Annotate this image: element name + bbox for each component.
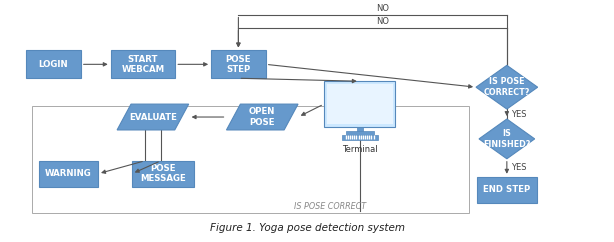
FancyBboxPatch shape [346,131,373,135]
Text: Figure 1. Yoga pose detection system: Figure 1. Yoga pose detection system [209,223,405,233]
Polygon shape [476,65,538,109]
Text: EVALUATE: EVALUATE [129,113,177,121]
Text: IS POSE
CORRECT?: IS POSE CORRECT? [484,77,530,97]
Text: POSE
STEP: POSE STEP [226,55,251,74]
Text: Terminal: Terminal [342,145,378,154]
Text: LOGIN: LOGIN [39,60,68,69]
Text: YES: YES [511,163,526,172]
Text: POSE
MESSAGE: POSE MESSAGE [140,164,185,183]
Text: IS POSE CORRECT: IS POSE CORRECT [294,203,366,212]
Polygon shape [479,119,535,159]
Text: YES: YES [511,110,526,119]
Text: OPEN
POSE: OPEN POSE [249,107,276,127]
Polygon shape [117,104,188,130]
FancyBboxPatch shape [26,50,81,78]
Text: IS
FINISHED?: IS FINISHED? [483,129,530,149]
Polygon shape [227,104,298,130]
FancyBboxPatch shape [327,84,392,124]
Text: NO: NO [376,16,389,26]
Text: NO: NO [376,4,389,13]
FancyBboxPatch shape [211,50,266,78]
Text: START
WEBCAM: START WEBCAM [122,55,165,74]
FancyBboxPatch shape [39,161,98,187]
Text: WARNING: WARNING [45,169,91,178]
FancyBboxPatch shape [111,50,175,78]
FancyBboxPatch shape [132,161,193,187]
Text: END STEP: END STEP [483,185,530,194]
FancyBboxPatch shape [357,127,363,132]
FancyBboxPatch shape [324,81,395,127]
FancyBboxPatch shape [477,177,537,203]
FancyBboxPatch shape [342,135,378,140]
